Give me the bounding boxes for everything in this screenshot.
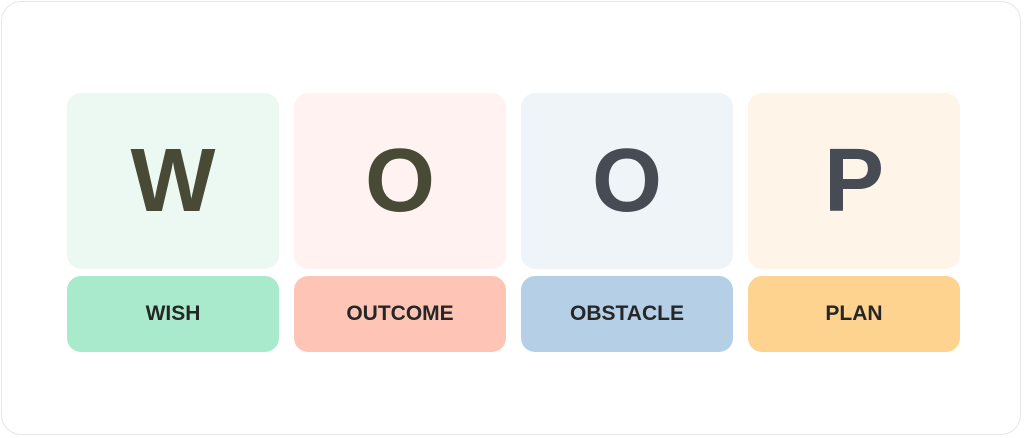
card-plan: P PLAN: [748, 93, 960, 352]
card-outcome: O OUTCOME: [294, 93, 506, 352]
label-tile: WISH: [67, 276, 279, 352]
label-tile: OBSTACLE: [521, 276, 733, 352]
letter-tile: W: [67, 93, 279, 269]
label-tile: PLAN: [748, 276, 960, 352]
card-obstacle: O OBSTACLE: [521, 93, 733, 352]
letter-tile: O: [294, 93, 506, 269]
letter-tile: P: [748, 93, 960, 269]
card-wish: W WISH: [67, 93, 279, 352]
letter-tile: O: [521, 93, 733, 269]
label-tile: OUTCOME: [294, 276, 506, 352]
